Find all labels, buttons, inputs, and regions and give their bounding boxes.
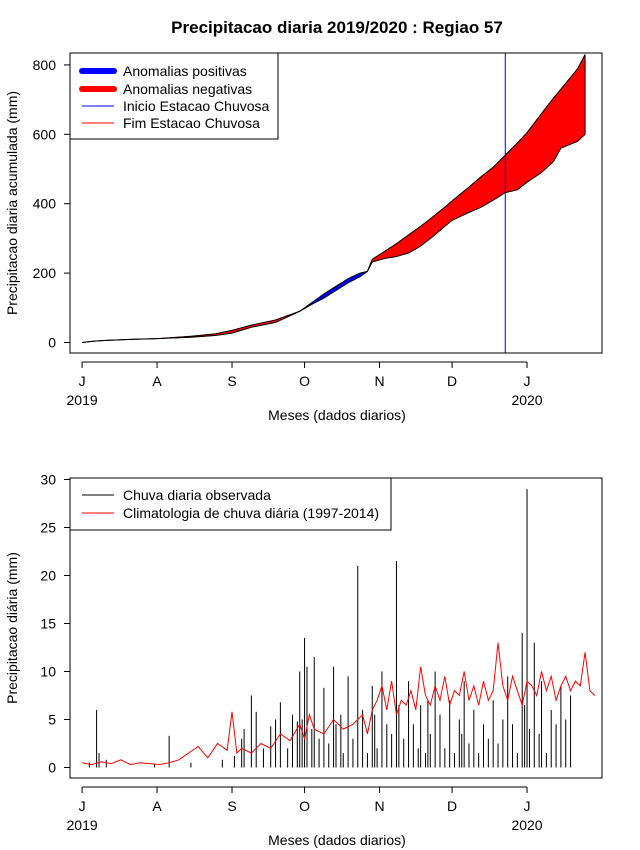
- legend-label-anomalias-negativas: Anomalias negativas: [123, 81, 252, 97]
- top-xtick-label: A: [152, 373, 162, 389]
- top-ytick-label: 800: [33, 57, 57, 73]
- bottom-xtick-label: J: [79, 798, 86, 814]
- climatology-cumulative-line: [82, 54, 586, 343]
- bottom-y-axis-label: Precipitacao diária (mm): [4, 552, 20, 704]
- top-year-label: 2020: [511, 392, 542, 408]
- top-ytick-label: 0: [48, 335, 56, 351]
- bottom-x-axis-label: Meses (dados diarios): [268, 832, 406, 848]
- legend-label-climatologia: Climatologia de chuva diária (1997-2014): [123, 505, 379, 521]
- top-legend-box: [69, 52, 279, 140]
- bottom-xtick-label: N: [374, 798, 384, 814]
- legend-label-inicio-estacao: Inicio Estacao Chuvosa: [123, 98, 270, 114]
- top-year-label: 2019: [67, 392, 98, 408]
- top-ytick-label: 200: [33, 265, 57, 281]
- top-plot-area: 0 200 400 600 800 J A S O N D J 2019 2020: [33, 53, 586, 408]
- top-chart-title: Precipitacao diaria 2019/2020 : Regiao 5…: [171, 18, 503, 37]
- bottom-legend-box: [69, 477, 392, 531]
- top-x-axis-label: Meses (dados diarios): [268, 407, 406, 423]
- bottom-xtick-label: A: [152, 798, 162, 814]
- top-xtick-label: S: [227, 373, 236, 389]
- legend-label-anomalias-positivas: Anomalias positivas: [123, 63, 247, 79]
- bottom-year-label: 2019: [67, 817, 98, 833]
- top-y-axis-label: Precipitacao diaria acumulada (mm): [4, 91, 20, 315]
- legend-label-chuva-observada: Chuva diaria observada: [123, 487, 271, 503]
- bottom-ytick-label: 25: [40, 520, 56, 536]
- top-ytick-label: 600: [33, 126, 57, 142]
- top-xtick-label: O: [299, 373, 310, 389]
- bottom-ytick-label: 15: [40, 616, 56, 632]
- bottom-legend: Chuva diaria observada Climatologia de c…: [69, 477, 392, 531]
- bottom-ytick-label: 30: [40, 472, 56, 488]
- bottom-ytick-label: 0: [48, 760, 56, 776]
- top-plot-frame: [69, 52, 603, 354]
- bottom-ytick-label: 5: [48, 712, 56, 728]
- bottom-xtick-label: O: [299, 798, 310, 814]
- top-xtick-label: N: [374, 373, 384, 389]
- climatology-daily-line: [81, 642, 596, 766]
- top-xtick-label: D: [447, 373, 457, 389]
- bottom-ytick-label: 20: [40, 568, 56, 584]
- observed-cumulative-line: [82, 133, 586, 343]
- top-xtick-label: J: [79, 373, 86, 389]
- bottom-xtick-label: D: [447, 798, 457, 814]
- top-legend: Anomalias positivas Anomalias negativas …: [69, 52, 279, 140]
- bottom-plot-area: 0 5 10 15 20 25 30 J A S O N D J 2019 2020: [40, 472, 596, 833]
- bottom-xtick-label: J: [524, 798, 531, 814]
- bottom-year-label: 2020: [511, 817, 542, 833]
- top-xtick-label: J: [524, 373, 531, 389]
- bottom-xtick-label: S: [227, 798, 236, 814]
- legend-label-fim-estacao: Fim Estacao Chuvosa: [123, 115, 260, 131]
- bottom-ytick-label: 10: [40, 664, 56, 680]
- top-ytick-label: 400: [33, 196, 57, 212]
